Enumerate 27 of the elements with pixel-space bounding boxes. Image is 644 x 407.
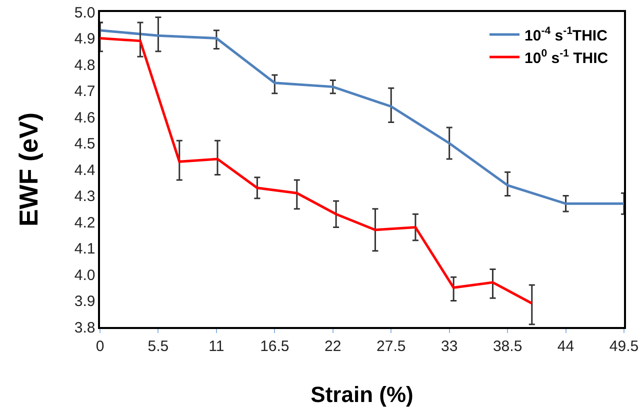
y-tick-label: 4.3: [74, 188, 96, 205]
y-tick-label: 4.7: [74, 83, 96, 100]
x-tick-label: 27.5: [376, 338, 406, 355]
x-tick-label: 33: [440, 338, 458, 355]
x-tick-label: 38.5: [492, 338, 522, 355]
x-tick-label: 22: [324, 338, 342, 355]
legend-label: 10$^{0}$ s$^{-1}$ THIC: [524, 48, 608, 67]
x-tick-label: 0: [96, 338, 104, 355]
y-tick-label: 4.5: [74, 136, 96, 152]
x-tick-label: 11: [208, 338, 224, 355]
y-tick-label: 3.8: [74, 319, 96, 336]
y-tick-label: 4.8: [74, 56, 96, 74]
y-axis-title: EWF (eV): [14, 112, 44, 227]
x-tick-label: 44: [557, 338, 574, 355]
y-tick-label: 5.0: [74, 4, 96, 22]
y-tick-label: 4.0: [74, 266, 96, 284]
y-tick-label: 4.6: [74, 109, 96, 126]
y-tick-label: 4.2: [74, 214, 96, 232]
y-tick-label: 3.9: [74, 293, 96, 310]
x-tick-label: 16.5: [260, 338, 290, 355]
y-tick-label: 4.1: [74, 240, 96, 258]
legend-label: 10$^{-4}$ s$^{-1}$THIC: [524, 25, 608, 44]
x-tick-label: 49.5: [609, 338, 639, 355]
y-tick-label: 4.4: [74, 162, 96, 179]
y-tick-label: 4.9: [74, 30, 96, 48]
x-tick-label: 5.5: [148, 338, 169, 355]
x-axis-title: Strain (%): [310, 382, 414, 407]
